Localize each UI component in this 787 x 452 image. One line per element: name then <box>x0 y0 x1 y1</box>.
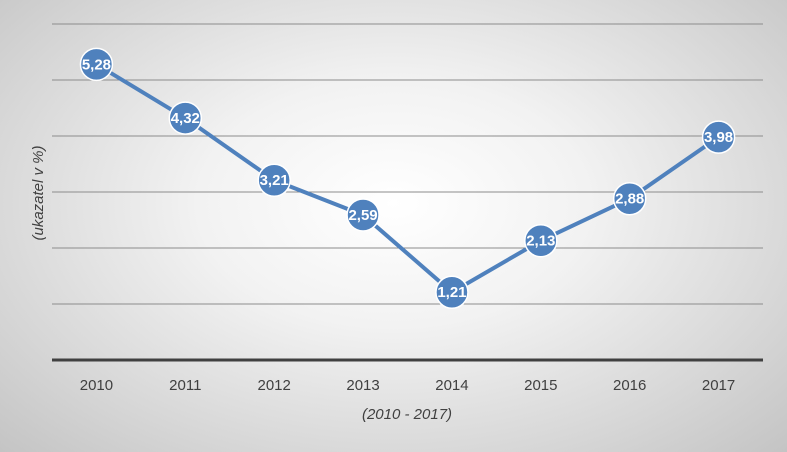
x-tick-label: 2011 <box>169 377 201 394</box>
data-point-marker <box>346 198 380 232</box>
data-label: 4,32 <box>171 110 200 127</box>
x-tick-label: 2016 <box>613 377 646 394</box>
x-tick-label: 2014 <box>435 377 468 394</box>
x-tick-label: 2010 <box>80 377 113 394</box>
x-tick-label: 2012 <box>258 377 291 394</box>
data-point-marker <box>168 101 203 135</box>
data-point-marker <box>79 47 114 82</box>
data-point-marker <box>524 223 558 258</box>
x-tick-label: 2015 <box>524 377 557 394</box>
data-label: 3,21 <box>260 172 289 189</box>
data-label: 1,21 <box>437 284 466 301</box>
data-point-marker <box>701 120 736 154</box>
data-label: 2,88 <box>615 191 644 208</box>
series-line <box>95 62 720 295</box>
x-axis-title: (2010 - 2017) <box>362 406 452 423</box>
data-point-marker <box>257 163 291 197</box>
data-label: 3,98 <box>704 129 733 146</box>
data-label: 2,59 <box>348 207 377 224</box>
x-tick-label: 2017 <box>702 377 735 394</box>
data-label: 5,28 <box>82 56 111 73</box>
data-point-marker <box>435 275 469 309</box>
data-point-marker <box>612 181 647 216</box>
y-axis-title: (ukazatel v %) <box>30 145 47 240</box>
data-label: 2,13 <box>526 233 555 250</box>
x-tick-label: 2013 <box>346 377 379 394</box>
